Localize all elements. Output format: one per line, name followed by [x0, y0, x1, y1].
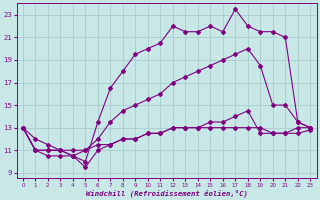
X-axis label: Windchill (Refroidissement éolien,°C): Windchill (Refroidissement éolien,°C): [86, 189, 248, 197]
